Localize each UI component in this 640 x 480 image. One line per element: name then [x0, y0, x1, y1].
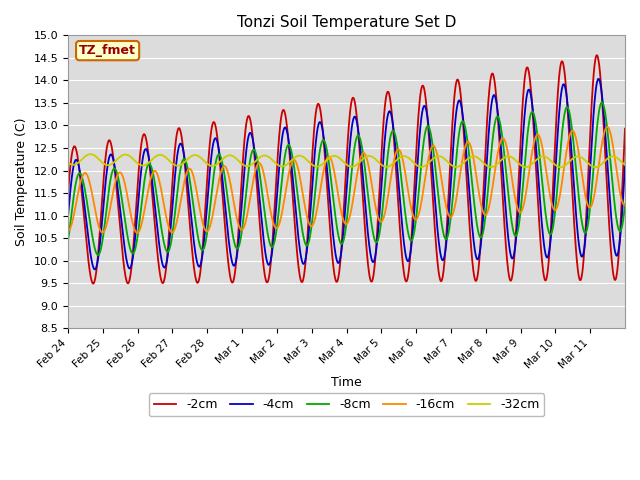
-8cm: [322, 142, 330, 147]
-32cm: [64, 160, 72, 166]
-32cm: [478, 158, 486, 164]
-16cm: [134, 230, 141, 236]
-16cm: [322, 159, 330, 165]
-2cm: [614, 255, 622, 261]
-4cm: [621, 162, 629, 168]
-8cm: [621, 202, 629, 207]
-8cm: [64, 238, 72, 243]
-8cm: [152, 184, 159, 190]
-2cm: [64, 190, 72, 196]
-16cm: [332, 180, 340, 185]
-4cm: [332, 255, 340, 261]
-16cm: [152, 168, 159, 174]
-4cm: [322, 151, 330, 157]
-2cm: [152, 229, 159, 235]
-8cm: [94, 252, 102, 258]
-4cm: [478, 229, 486, 235]
-4cm: [560, 81, 568, 87]
-4cm: [614, 248, 622, 254]
Line: -2cm: -2cm: [68, 55, 625, 284]
-4cm: [91, 266, 99, 272]
Title: Tonzi Soil Temperature Set D: Tonzi Soil Temperature Set D: [237, 15, 456, 30]
-32cm: [86, 151, 94, 157]
Line: -16cm: -16cm: [68, 127, 625, 233]
-4cm: [64, 213, 72, 218]
Text: TZ_fmet: TZ_fmet: [79, 44, 136, 57]
-2cm: [322, 164, 330, 169]
-32cm: [614, 156, 622, 162]
-16cm: [621, 202, 629, 208]
-16cm: [560, 168, 568, 173]
Line: -4cm: -4cm: [68, 79, 625, 269]
-2cm: [621, 126, 629, 132]
-4cm: [595, 76, 602, 82]
Legend: -2cm, -4cm, -8cm, -16cm, -32cm: -2cm, -4cm, -8cm, -16cm, -32cm: [148, 393, 545, 416]
-16cm: [64, 228, 72, 234]
-8cm: [598, 99, 605, 105]
Line: -8cm: -8cm: [68, 102, 625, 255]
-32cm: [621, 162, 629, 168]
Y-axis label: Soil Temperature (C): Soil Temperature (C): [15, 118, 28, 246]
-2cm: [593, 52, 600, 58]
-8cm: [332, 219, 340, 225]
-32cm: [560, 163, 568, 169]
-2cm: [332, 278, 340, 284]
X-axis label: Time: Time: [331, 376, 362, 389]
Line: -32cm: -32cm: [68, 154, 625, 167]
-16cm: [614, 180, 622, 186]
-16cm: [478, 206, 486, 212]
-16cm: [604, 124, 611, 130]
-32cm: [322, 158, 330, 164]
-2cm: [478, 216, 486, 221]
-8cm: [560, 116, 568, 122]
-8cm: [614, 226, 622, 232]
-2cm: [89, 281, 97, 287]
-4cm: [152, 209, 159, 215]
-8cm: [478, 233, 486, 239]
-32cm: [152, 154, 159, 159]
-32cm: [591, 164, 599, 170]
-32cm: [332, 153, 340, 159]
-2cm: [560, 63, 568, 69]
